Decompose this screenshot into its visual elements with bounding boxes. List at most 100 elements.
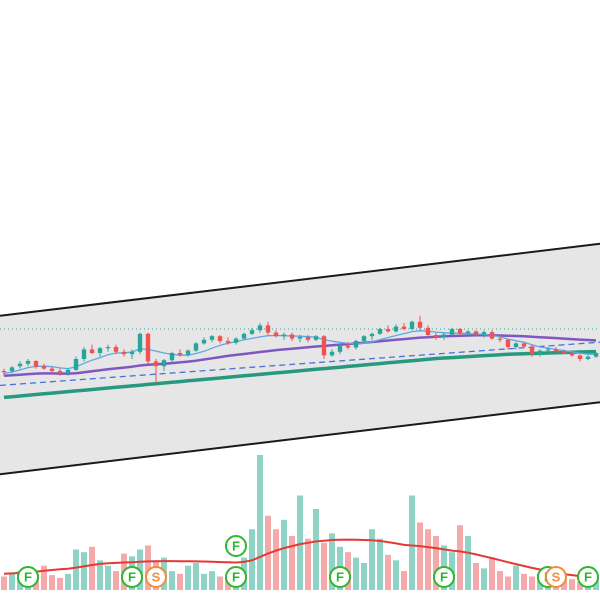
signal-marker-f: F — [225, 535, 247, 557]
candle-body-bearish — [425, 327, 431, 335]
volume-bar — [465, 536, 471, 590]
candle-body-bullish — [161, 360, 167, 367]
volume-bar — [1, 576, 7, 590]
candle-body-bullish — [233, 338, 239, 343]
volume-bar — [417, 522, 423, 590]
volume-bar — [257, 455, 263, 590]
circle-letter-icon — [329, 566, 351, 588]
circle-letter-icon — [121, 566, 143, 588]
candle-body-bearish — [497, 338, 503, 340]
signal-marker-f: F — [433, 566, 455, 588]
volume-bar — [489, 557, 495, 590]
candle-body-bearish — [289, 334, 295, 339]
candle-body-bearish — [305, 336, 311, 340]
candle-body-bearish — [505, 339, 511, 347]
volume-bar — [9, 573, 15, 590]
candle-body-bullish — [441, 334, 447, 338]
candle-body-bullish — [97, 348, 103, 353]
volume-bar — [145, 545, 151, 590]
volume-bar — [209, 571, 215, 590]
candle-body-bullish — [105, 347, 111, 349]
candle-body-bearish — [121, 351, 127, 355]
signal-marker-label: F — [440, 570, 448, 585]
candle-body-bearish — [457, 329, 463, 334]
candle-body-bullish — [297, 336, 303, 339]
volume-bar — [329, 533, 335, 590]
candle-body-bearish — [321, 336, 327, 356]
candle-body-bearish — [553, 349, 559, 352]
candle-body-bullish — [17, 363, 23, 367]
volume-bar — [497, 571, 503, 590]
candle-body-bullish — [257, 325, 263, 331]
volume-bar — [41, 565, 47, 590]
volume-bar — [505, 576, 511, 590]
candle-body-bullish — [593, 353, 599, 357]
candle-body-bearish — [57, 371, 63, 374]
volume-bar — [185, 565, 191, 590]
volume-bar — [281, 519, 287, 590]
candle-body-bearish — [177, 353, 183, 355]
candle-body-bullish — [25, 360, 31, 364]
signal-marker-s: S — [145, 566, 167, 588]
candle-body-bearish — [49, 368, 55, 371]
candle-body-bearish — [521, 343, 527, 347]
candle-body-bearish — [569, 353, 575, 356]
candle-body-bearish — [1, 371, 7, 373]
volume-bar — [425, 529, 431, 590]
candle-body-bullish — [481, 332, 487, 335]
circle-letter-icon — [225, 535, 247, 557]
volume-bar — [313, 509, 319, 590]
candle-body-bearish — [225, 341, 231, 343]
candle-body-bullish — [209, 336, 215, 340]
signal-marker-f: F — [329, 566, 351, 588]
volume-bar — [521, 573, 527, 590]
signal-marker-label: F — [336, 570, 344, 585]
volume-bar — [457, 525, 463, 590]
candle-body-bullish — [585, 356, 591, 359]
circle-letter-icon — [225, 566, 247, 588]
signal-marker-f: F — [121, 566, 143, 588]
candle-body-bullish — [137, 333, 143, 352]
volume-bar — [289, 536, 295, 590]
candle-body-bullish — [537, 350, 543, 355]
signal-marker-f: F — [225, 566, 247, 588]
candle-body-bullish — [9, 367, 15, 371]
candle-body-bullish — [281, 334, 287, 337]
candle-body-bullish — [313, 336, 319, 340]
candle-body-bearish — [577, 355, 583, 359]
signal-marker-f: F — [17, 566, 39, 588]
signal-markers: FFSFFFFFSF — [17, 535, 599, 588]
signal-marker-s: S — [545, 566, 567, 588]
candle-body-bullish — [369, 333, 375, 337]
candle-body-bearish — [401, 326, 407, 329]
volume-bar — [81, 552, 87, 590]
circle-letter-icon — [145, 566, 167, 588]
candle-body-bullish — [409, 321, 415, 329]
volume-bars — [1, 455, 599, 590]
signal-marker-label: F — [232, 539, 240, 554]
candle-body-bullish — [193, 343, 199, 351]
volume-bar — [353, 557, 359, 590]
candle-body-bullish — [73, 359, 79, 370]
candle-body-bearish — [473, 331, 479, 335]
candle-body-bearish — [433, 335, 439, 338]
candle-body-bearish — [217, 336, 223, 341]
volume-bar — [201, 573, 207, 590]
volume-ma-line — [3, 538, 597, 578]
volume-bar — [73, 549, 79, 590]
candle-body-bullish — [545, 349, 551, 351]
signal-marker-label: F — [128, 570, 136, 585]
candle-body-bullish — [169, 353, 175, 361]
candle-body-bullish — [393, 326, 399, 332]
signal-marker-label: S — [552, 570, 561, 585]
candle-body-bearish — [489, 332, 495, 339]
candle-body-bearish — [345, 345, 351, 348]
candle-body-bearish — [153, 361, 159, 367]
volume-bar — [97, 560, 103, 590]
price-channel — [0, 242, 600, 476]
candle-body-bearish — [113, 347, 119, 352]
candle-body-bullish — [185, 350, 191, 355]
candle-body-bullish — [513, 343, 519, 347]
